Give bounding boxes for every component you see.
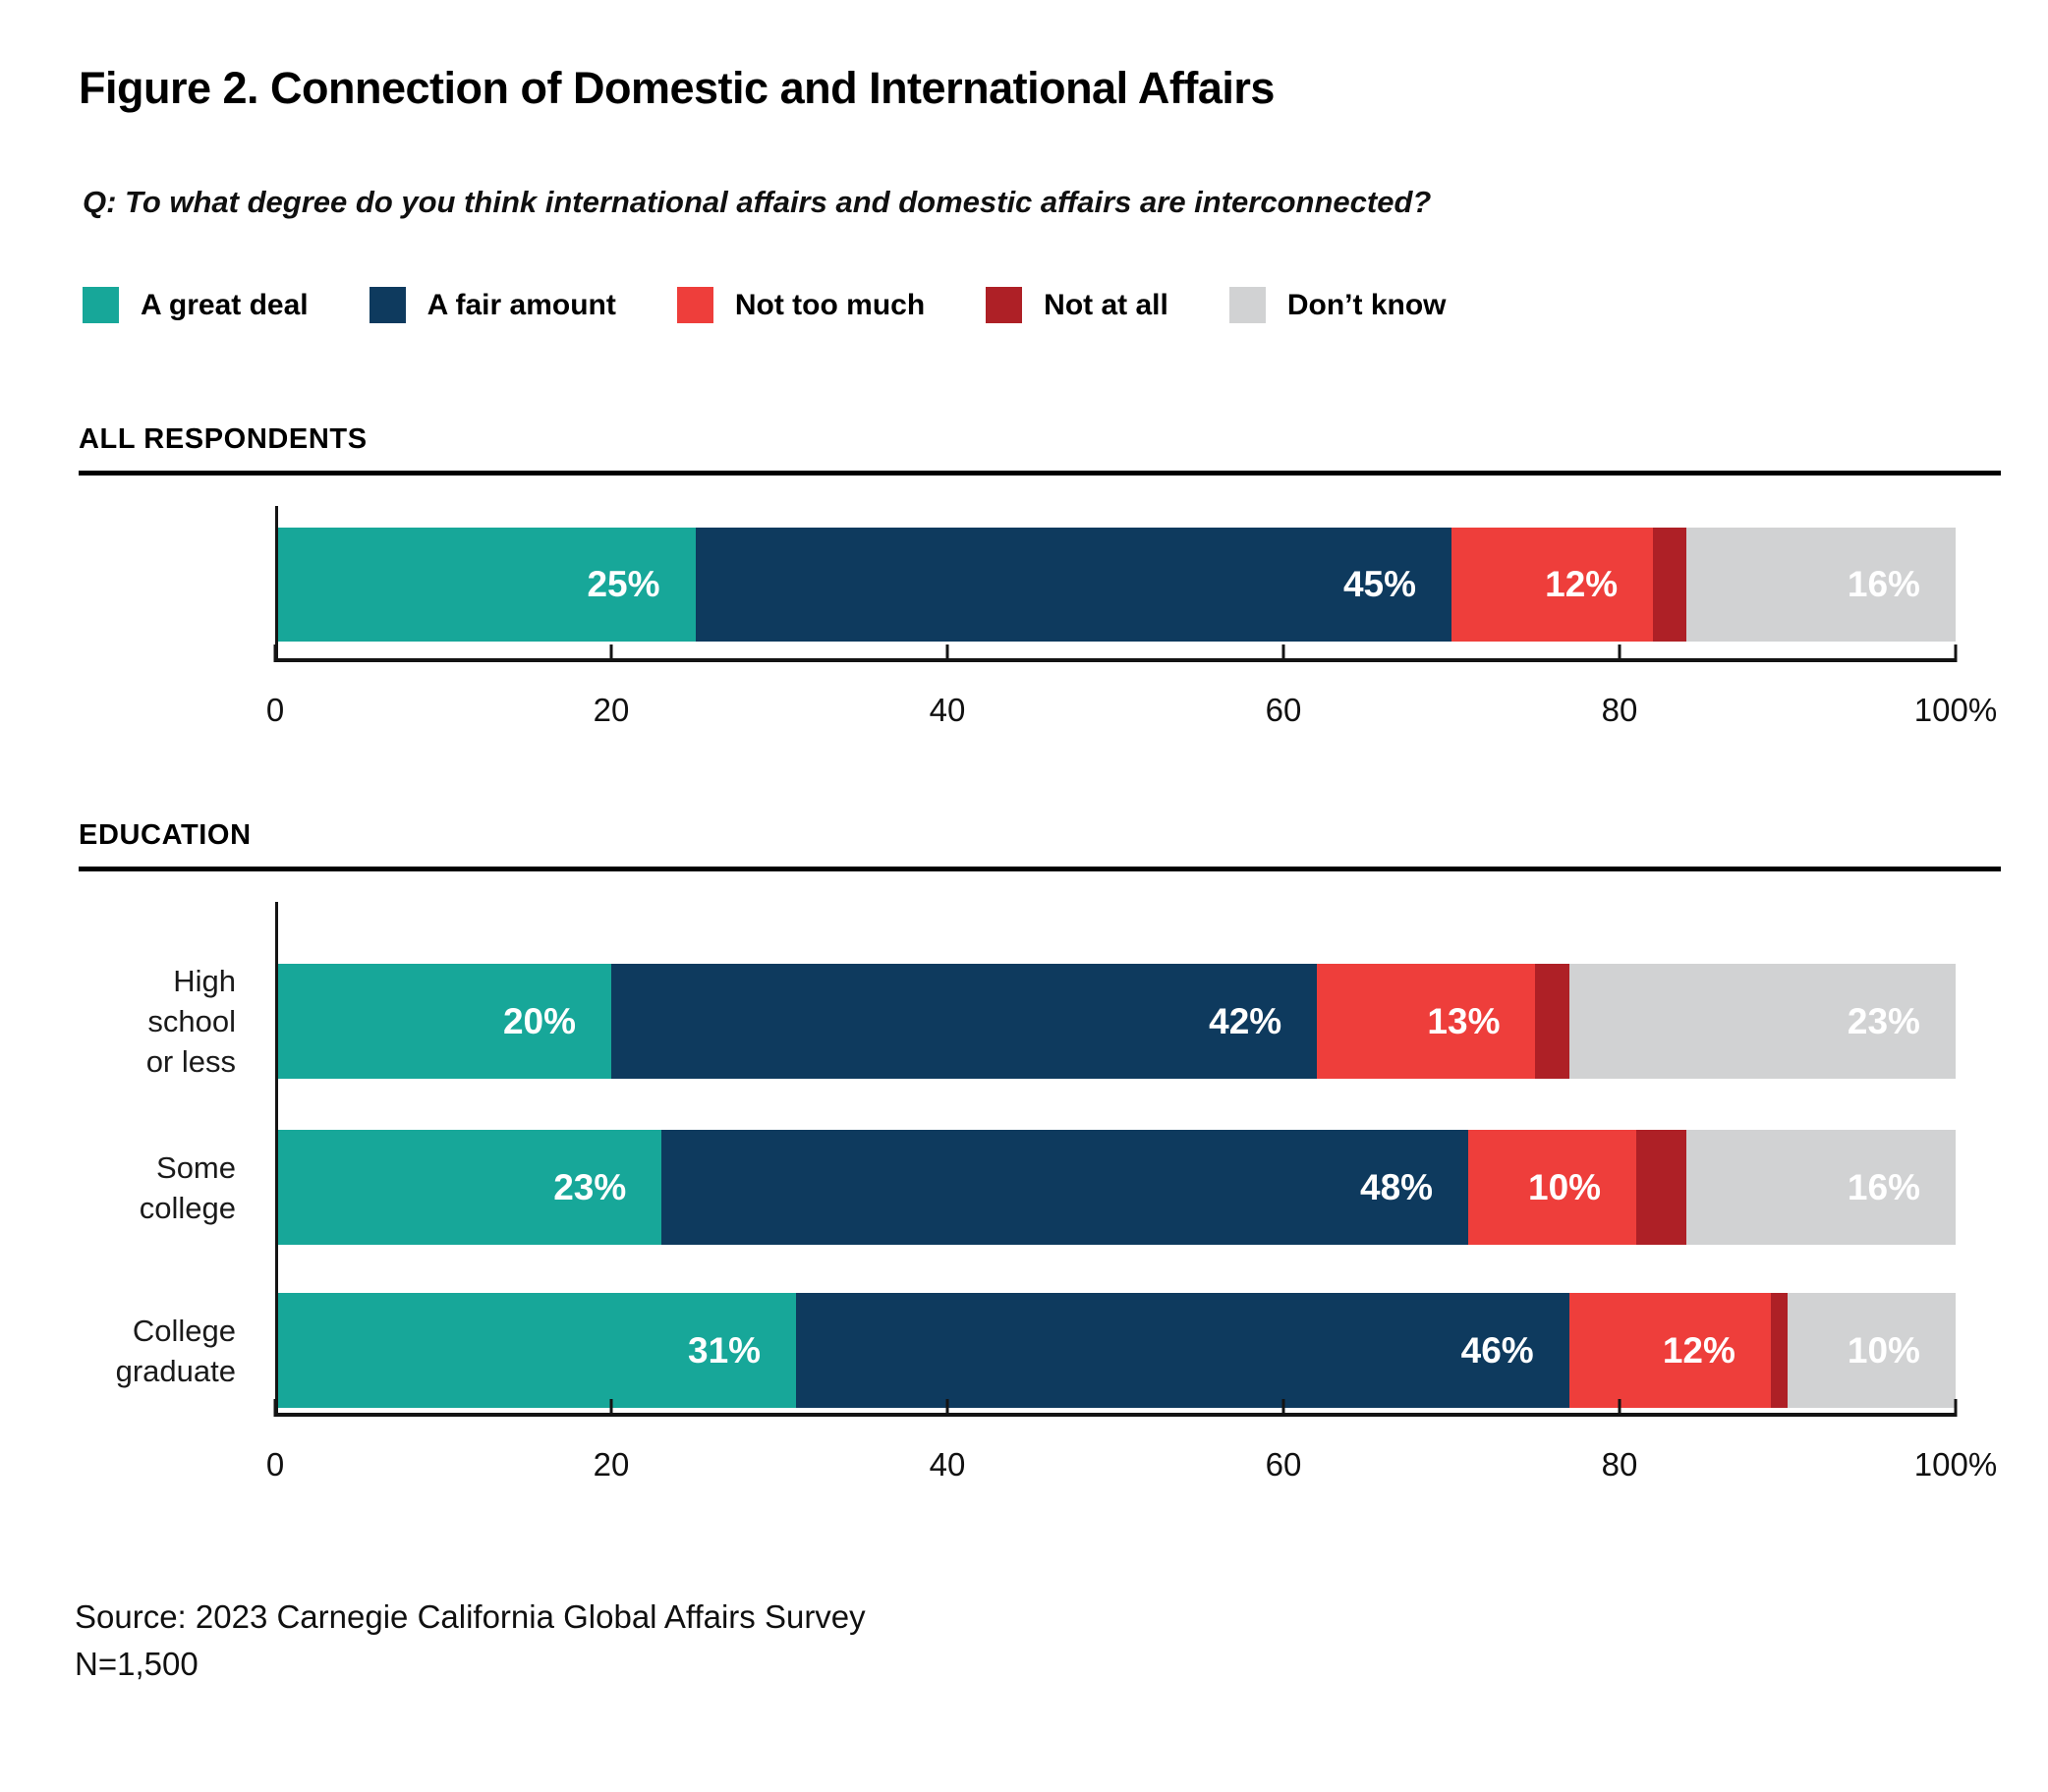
axis-tick-label: 100% [1913,1446,1998,1483]
bar-segment-not-too-much: 12% [1568,1293,1771,1408]
all-respondents-chart: 25% 45% 12% 16% [79,506,1958,662]
source-note: Source: 2023 Carnegie California Global … [75,1594,2048,1688]
bar-segment-not-at-all [1636,1130,1687,1245]
section-all-respondents: ALL RESPONDENTS 25% 45% 12% 16% 0 20 40 60 80 10… [0,423,2048,733]
bar-row: Some college 23% 48% 10% 16% [79,1130,1956,1245]
axis-tick-label: 60 [1265,1446,1302,1483]
axis-tick-label: 60 [1265,692,1302,728]
legend-label: A fair amount [427,288,616,321]
stacked-bar: 31% 46% 12% 10% [275,1293,1956,1408]
bar-rows: 25% 45% 12% 16% [79,506,1956,658]
legend-item-a-great-deal: A great deal [83,287,309,323]
legend-swatch-a-fair-amount-icon [369,287,406,323]
bar-segment-don-t-know: 16% [1686,1130,1956,1245]
bar-segment-not-at-all [1535,964,1569,1079]
axis-tick-label: 40 [929,692,966,728]
legend-label: Don’t know [1286,288,1447,321]
figure-title: Figure 2. Connection of Domestic and Int… [79,63,1275,113]
axis-tick [273,644,277,662]
legend-label: A great deal [141,288,309,321]
legend-swatch-dont-know-icon [1228,287,1266,323]
legend-swatch-not-too-much-icon [676,287,713,323]
x-axis [273,1399,1958,1417]
sample-size: N=1,500 [75,1646,199,1682]
axis-tick [609,644,613,662]
bar-row: College graduate 31% 46% 12% 10% [79,1293,1956,1408]
bar-segment-a-great-deal: 23% [275,1130,662,1245]
legend-item-not-too-much: Not too much [676,287,926,323]
bar-rows: High school or less 20% 42% 13% 23% Some colle… [79,902,1956,1413]
education-chart: High school or less 20% 42% 13% 23% Some colle… [79,902,1958,1417]
axis-tick-label: 40 [929,1446,966,1483]
category-label: Some college [139,1149,236,1225]
axis-tick-label: 0 [265,1446,285,1483]
bar-segment-not-at-all [1653,528,1687,642]
axis-tick [1954,644,1958,662]
section-divider [79,867,2001,871]
bar-segment-not-too-much: 12% [1451,528,1654,642]
legend-swatch-not-at-all-icon [986,287,1023,323]
bar-row: High school or less 20% 42% 13% 23% [79,961,1956,1082]
x-axis [273,644,1958,662]
bar-segment-not-too-much: 13% [1317,964,1536,1079]
bar-segment-don-t-know: 10% [1787,1293,1956,1408]
bar-segment-a-fair-amount: 46% [796,1293,1569,1408]
bar-segment-a-fair-amount: 48% [661,1130,1469,1245]
bar-segment-a-fair-amount: 45% [695,528,1451,642]
axis-tick-label: 0 [265,692,285,728]
section-divider [79,471,2001,476]
bar-segment-not-too-much: 10% [1468,1130,1637,1245]
axis-tick [945,644,949,662]
bar-segment-a-great-deal: 31% [275,1293,797,1408]
axis-tick [1954,1399,1958,1417]
axis-tick [1281,644,1285,662]
bar-segment-a-great-deal: 25% [275,528,696,642]
bar-row: 25% 45% 12% 16% [79,528,1956,642]
axis-tick [1618,1399,1621,1417]
axis-tick [1618,644,1621,662]
axis-tick [1281,1399,1285,1417]
axis-tick [945,1399,949,1417]
axis-tick [273,1399,277,1417]
axis-tick-label: 80 [1601,1446,1638,1483]
bar-segment-a-great-deal: 20% [275,964,611,1079]
x-axis-labels: 0 20 40 60 80 100% [266,1446,1997,1487]
stacked-bar: 20% 42% 13% 23% [275,964,1956,1079]
y-axis-line [275,902,278,1417]
legend-item-not-at-all: Not at all [986,287,1168,323]
axis-tick-label: 20 [593,692,630,728]
axis-tick [609,1399,613,1417]
bar-segment-a-fair-amount: 42% [611,964,1318,1079]
legend: A great deal A fair amount Not too much … [83,287,2048,323]
category-label: High school or less [145,964,236,1079]
legend-swatch-a-great-deal-icon [83,287,119,323]
axis-tick-label: 80 [1601,692,1638,728]
section-heading-all-respondents: ALL RESPONDENTS [79,423,368,455]
bar-segment-don-t-know: 23% [1568,964,1956,1079]
legend-item-dont-know: Don’t know [1228,287,1447,323]
section-education: EDUCATION High school or less 20% 42% 13% 23%… [0,819,2048,1487]
stacked-bar: 23% 48% 10% 16% [275,1130,1956,1245]
stacked-bar: 25% 45% 12% 16% [275,528,1956,642]
survey-question: Q: To what degree do you think internati… [83,185,1432,219]
legend-item-a-fair-amount: A fair amount [369,287,616,323]
legend-label: Not at all [1044,288,1168,321]
axis-tick-label: 20 [593,1446,630,1483]
legend-label: Not too much [734,288,926,321]
bar-segment-not-at-all [1770,1293,1788,1408]
bar-segment-don-t-know: 16% [1686,528,1956,642]
y-axis-line [275,506,278,662]
category-label: College graduate [115,1313,236,1388]
x-axis-labels: 0 20 40 60 80 100% [266,692,1997,733]
section-heading-education: EDUCATION [79,819,252,851]
axis-tick-label: 100% [1913,692,1998,728]
source-line: Source: 2023 Carnegie California Global … [75,1598,866,1635]
